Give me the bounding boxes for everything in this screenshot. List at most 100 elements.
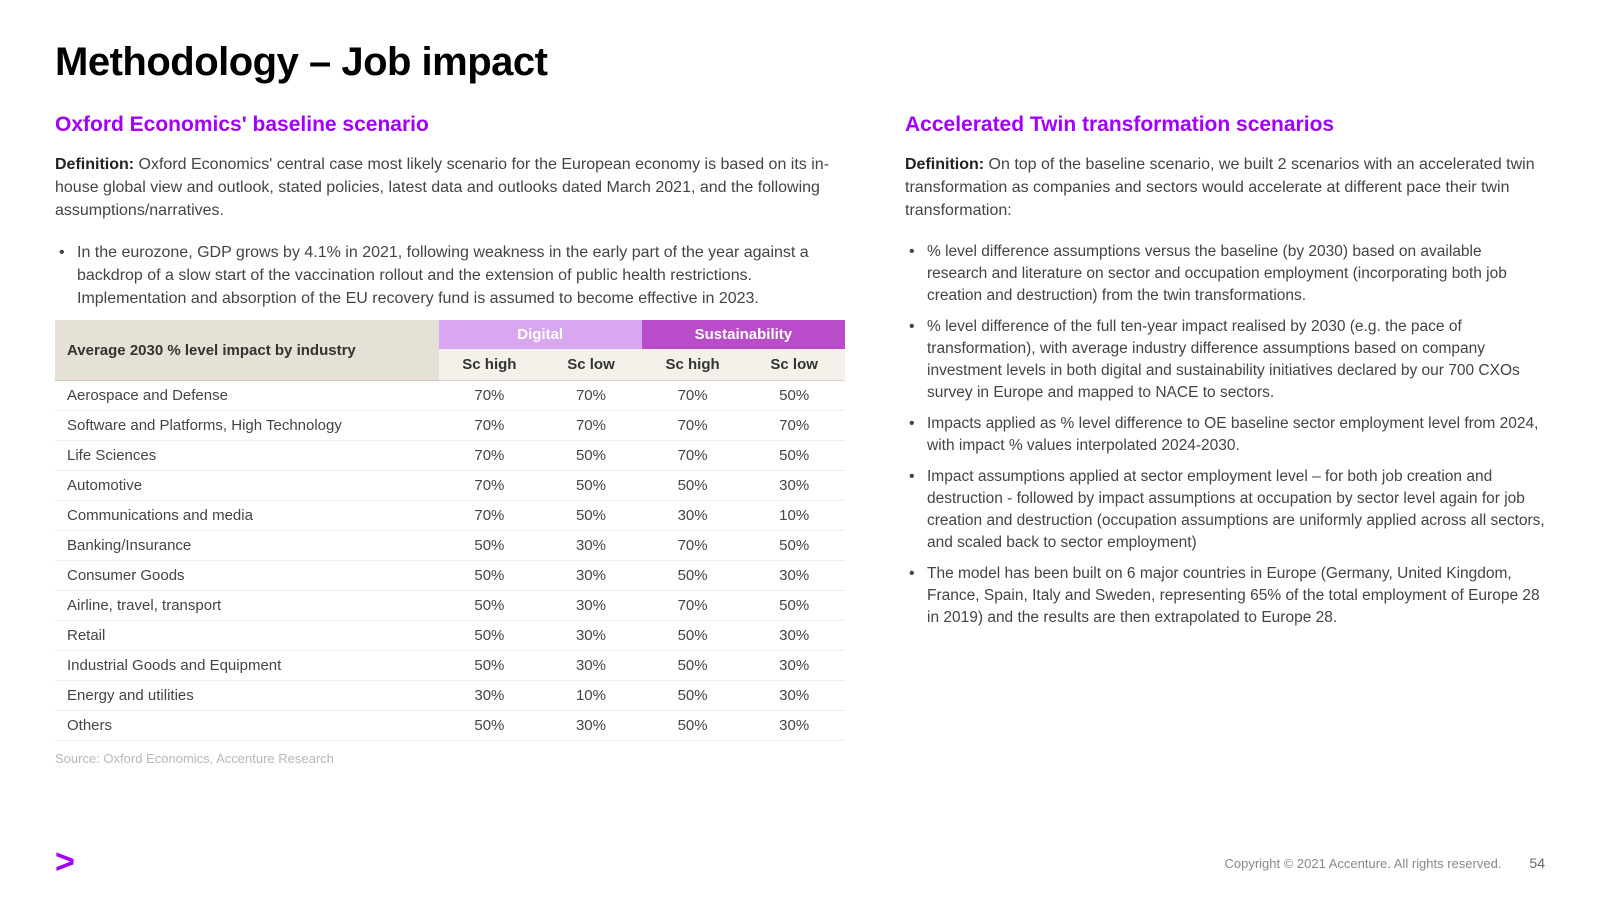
table-cell: 30%	[743, 681, 845, 711]
table-row: Consumer Goods50%30%50%30%	[55, 561, 845, 591]
bullet-item: % level difference of the full ten-year …	[905, 316, 1545, 404]
table-row: Communications and media70%50%30%10%	[55, 501, 845, 531]
table-cell: 50%	[540, 441, 642, 471]
table-row: Software and Platforms, High Technology7…	[55, 411, 845, 441]
bullet-item: The model has been built on 6 major coun…	[905, 563, 1545, 629]
table-cell: 70%	[743, 411, 845, 441]
right-bullets: % level difference assumptions versus th…	[905, 241, 1545, 629]
table-cell: 70%	[642, 411, 744, 441]
table-cell: 50%	[439, 621, 541, 651]
definition-text: Oxford Economics' central case most like…	[55, 156, 829, 219]
table-cell: 50%	[642, 471, 744, 501]
right-column: Accelerated Twin transformation scenario…	[905, 113, 1545, 766]
table-sub-header: Sc high	[642, 349, 744, 381]
left-heading: Oxford Economics' baseline scenario	[55, 113, 845, 137]
table-cell: 50%	[439, 651, 541, 681]
bullet-item: In the eurozone, GDP grows by 4.1% in 20…	[55, 241, 845, 311]
table-sub-header: Sc low	[540, 349, 642, 381]
bullet-item: % level difference assumptions versus th…	[905, 241, 1545, 307]
copyright-text: Copyright © 2021 Accenture. All rights r…	[1224, 856, 1501, 871]
definition-label: Definition:	[55, 156, 134, 173]
table-cell: 50%	[642, 621, 744, 651]
table-cell: 70%	[642, 381, 744, 411]
table-cell: 50%	[439, 591, 541, 621]
table-source: Source: Oxford Economics, Accenture Rese…	[55, 751, 845, 766]
table-cell: 30%	[743, 711, 845, 741]
table-cell: 70%	[642, 441, 744, 471]
table-row-label: Life Sciences	[55, 441, 439, 471]
table-cell: 30%	[540, 651, 642, 681]
table-cell: 50%	[743, 531, 845, 561]
table-cell: 30%	[743, 651, 845, 681]
page-title: Methodology – Job impact	[55, 40, 1545, 85]
table-row-label: Others	[55, 711, 439, 741]
left-column: Oxford Economics' baseline scenario Defi…	[55, 113, 845, 766]
table-cell: 50%	[540, 471, 642, 501]
table-sub-header: Sc low	[743, 349, 845, 381]
table-cell: 70%	[439, 471, 541, 501]
table-cell: 50%	[743, 591, 845, 621]
table-cell: 30%	[540, 711, 642, 741]
right-heading: Accelerated Twin transformation scenario…	[905, 113, 1545, 137]
table-cell: 50%	[439, 561, 541, 591]
table-cell: 30%	[540, 621, 642, 651]
table-row-header: Average 2030 % level impact by industry	[55, 320, 439, 381]
table-row-label: Automotive	[55, 471, 439, 501]
table-cell: 70%	[642, 531, 744, 561]
table-cell: 30%	[540, 531, 642, 561]
table-row-label: Industrial Goods and Equipment	[55, 651, 439, 681]
table-sub-header: Sc high	[439, 349, 541, 381]
table-cell: 70%	[439, 381, 541, 411]
table-cell: 30%	[743, 621, 845, 651]
table-row: Others50%30%50%30%	[55, 711, 845, 741]
table-row: Retail50%30%50%30%	[55, 621, 845, 651]
table-cell: 70%	[642, 591, 744, 621]
table-row-label: Energy and utilities	[55, 681, 439, 711]
table-cell: 50%	[642, 651, 744, 681]
table-cell: 50%	[540, 501, 642, 531]
table-row: Energy and utilities30%10%50%30%	[55, 681, 845, 711]
table-cell: 30%	[642, 501, 744, 531]
right-definition: Definition: On top of the baseline scena…	[905, 153, 1545, 223]
table-cell: 70%	[540, 381, 642, 411]
table-cell: 10%	[540, 681, 642, 711]
table-cell: 50%	[642, 711, 744, 741]
definition-label: Definition:	[905, 156, 984, 173]
table-cell: 50%	[439, 531, 541, 561]
bullet-item: Impact assumptions applied at sector emp…	[905, 466, 1545, 554]
table-row: Automotive70%50%50%30%	[55, 471, 845, 501]
table-row-label: Airline, travel, transport	[55, 591, 439, 621]
table-cell: 30%	[743, 561, 845, 591]
table-cell: 30%	[439, 681, 541, 711]
table-cell: 50%	[743, 381, 845, 411]
table-row: Life Sciences70%50%70%50%	[55, 441, 845, 471]
table-cell: 50%	[439, 711, 541, 741]
table-row-label: Retail	[55, 621, 439, 651]
impact-table: Average 2030 % level impact by industryD…	[55, 320, 845, 741]
table-row-label: Communications and media	[55, 501, 439, 531]
table-row-label: Software and Platforms, High Technology	[55, 411, 439, 441]
table-group-header: Sustainability	[642, 320, 845, 349]
table-cell: 30%	[743, 471, 845, 501]
definition-text: On top of the baseline scenario, we buil…	[905, 156, 1535, 219]
table-cell: 30%	[540, 591, 642, 621]
left-bullets: In the eurozone, GDP grows by 4.1% in 20…	[55, 241, 845, 311]
table-row-label: Aerospace and Defense	[55, 381, 439, 411]
table-row-label: Banking/Insurance	[55, 531, 439, 561]
bullet-item: Impacts applied as % level difference to…	[905, 413, 1545, 457]
table-row-label: Consumer Goods	[55, 561, 439, 591]
table-cell: 70%	[540, 411, 642, 441]
table-cell: 30%	[540, 561, 642, 591]
table-cell: 50%	[743, 441, 845, 471]
page-number: 54	[1529, 855, 1545, 871]
table-cell: 70%	[439, 441, 541, 471]
table-cell: 70%	[439, 411, 541, 441]
table-row: Airline, travel, transport50%30%70%50%	[55, 591, 845, 621]
table-group-header: Digital	[439, 320, 642, 349]
table-row: Industrial Goods and Equipment50%30%50%3…	[55, 651, 845, 681]
table-cell: 50%	[642, 681, 744, 711]
table-row: Banking/Insurance50%30%70%50%	[55, 531, 845, 561]
table-cell: 50%	[642, 561, 744, 591]
footer: > Copyright © 2021 Accenture. All rights…	[0, 843, 1600, 882]
left-definition: Definition: Oxford Economics' central ca…	[55, 153, 845, 223]
